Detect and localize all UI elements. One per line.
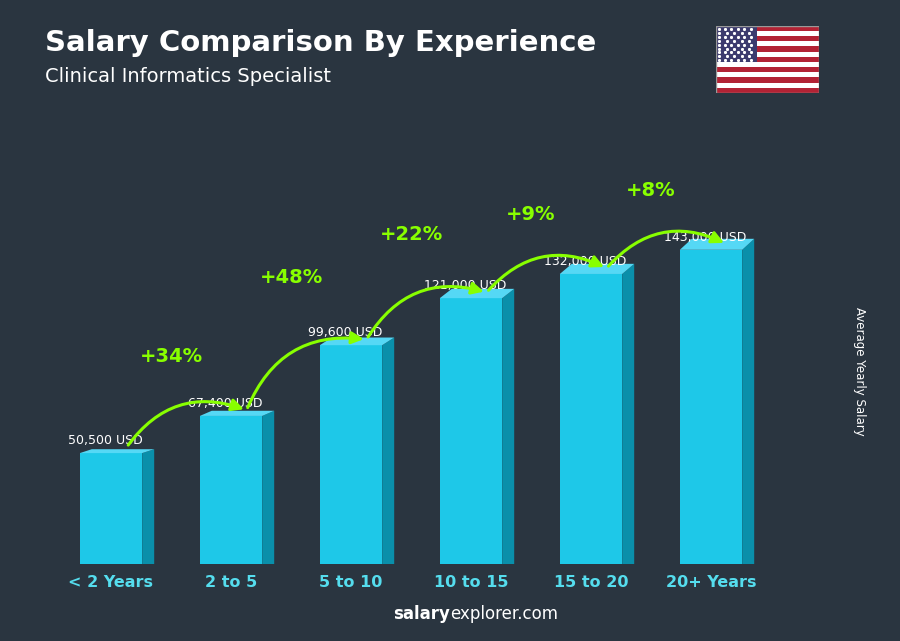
- Text: +9%: +9%: [506, 205, 556, 224]
- Text: Salary Comparison By Experience: Salary Comparison By Experience: [45, 29, 596, 57]
- Text: 132,000 USD: 132,000 USD: [544, 255, 626, 268]
- Bar: [716, 78, 819, 83]
- Text: salary: salary: [393, 605, 450, 623]
- Polygon shape: [680, 239, 754, 250]
- Bar: [716, 26, 819, 31]
- Text: Clinical Informatics Specialist: Clinical Informatics Specialist: [45, 67, 331, 87]
- Polygon shape: [200, 416, 262, 564]
- Text: +8%: +8%: [626, 181, 676, 200]
- Polygon shape: [142, 449, 154, 564]
- Text: +48%: +48%: [259, 269, 322, 288]
- Bar: [716, 31, 819, 36]
- Bar: [716, 46, 819, 51]
- Polygon shape: [262, 411, 274, 564]
- Bar: [716, 51, 819, 56]
- Polygon shape: [560, 264, 634, 274]
- Polygon shape: [742, 239, 754, 564]
- Polygon shape: [622, 264, 634, 564]
- Bar: [716, 41, 819, 46]
- Bar: [716, 62, 819, 67]
- Polygon shape: [560, 274, 622, 564]
- Bar: [716, 36, 819, 41]
- Polygon shape: [382, 338, 394, 564]
- Text: 143,000 USD: 143,000 USD: [664, 231, 746, 244]
- Polygon shape: [320, 345, 382, 564]
- Polygon shape: [80, 449, 154, 453]
- Polygon shape: [440, 289, 514, 298]
- Text: +22%: +22%: [380, 226, 443, 244]
- Polygon shape: [680, 250, 742, 564]
- Text: 99,600 USD: 99,600 USD: [308, 326, 382, 340]
- Text: explorer.com: explorer.com: [450, 605, 558, 623]
- Bar: [716, 67, 819, 72]
- Bar: [716, 56, 819, 62]
- Text: 67,400 USD: 67,400 USD: [188, 397, 262, 410]
- Bar: [716, 72, 819, 78]
- Text: +34%: +34%: [140, 347, 202, 366]
- Polygon shape: [502, 289, 514, 564]
- Polygon shape: [200, 411, 274, 416]
- Polygon shape: [80, 453, 142, 564]
- Text: 121,000 USD: 121,000 USD: [424, 279, 506, 292]
- Bar: [716, 88, 819, 93]
- Polygon shape: [320, 338, 394, 345]
- Polygon shape: [440, 298, 502, 564]
- Text: 50,500 USD: 50,500 USD: [68, 435, 142, 447]
- Bar: [716, 26, 757, 62]
- Bar: [716, 83, 819, 88]
- Text: Average Yearly Salary: Average Yearly Salary: [853, 308, 866, 436]
